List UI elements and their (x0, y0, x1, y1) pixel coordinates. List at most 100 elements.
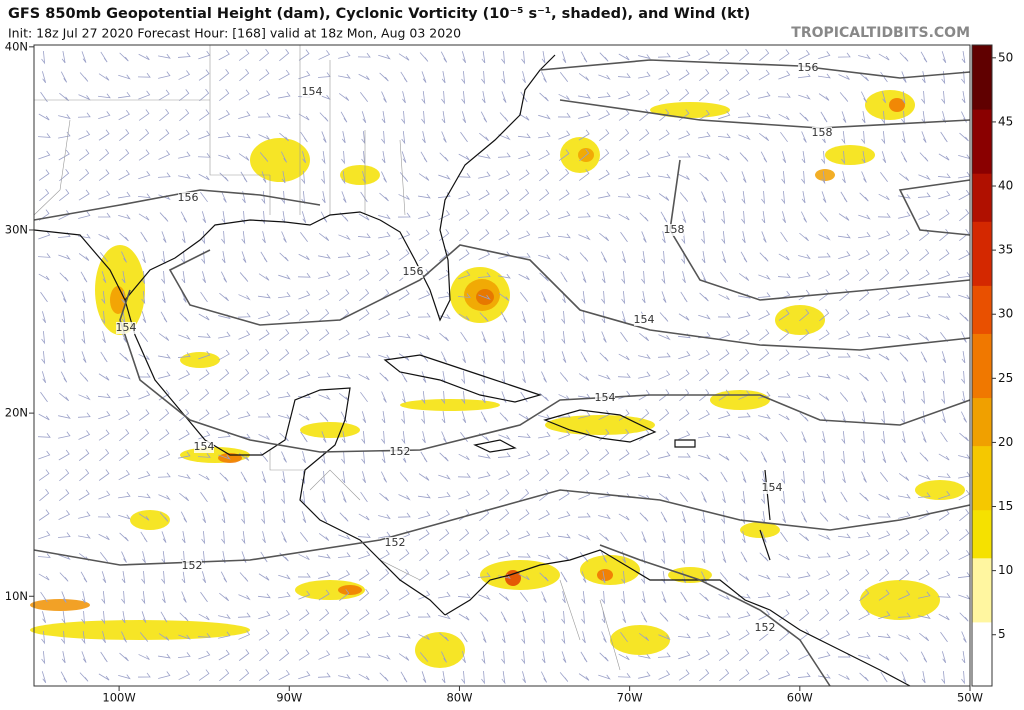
wind-barb (678, 430, 691, 440)
wind-barb (400, 671, 408, 683)
wind-barb (578, 534, 591, 541)
wind-barb (279, 432, 289, 442)
wind-barb (161, 570, 165, 585)
wind-barb (598, 110, 611, 120)
wind-barb (718, 153, 730, 161)
wind-barb (401, 151, 407, 163)
wind-barb (41, 630, 46, 645)
wind-barb (937, 593, 951, 598)
wind-barb (498, 470, 511, 480)
wind-barb (420, 451, 428, 463)
wind-barb (739, 152, 749, 162)
wind-barb (560, 271, 568, 283)
wind-barb (698, 314, 711, 320)
wind-barb (217, 132, 231, 139)
wind-barb (239, 668, 250, 682)
wind-barb (461, 390, 466, 405)
lat-tick-label: 30N (5, 222, 28, 236)
wind-barb (479, 312, 489, 322)
wind-barb (478, 250, 491, 260)
wind-barb (521, 311, 527, 323)
wind-barb (58, 414, 71, 419)
wind-barb (618, 513, 630, 521)
wind-barb (141, 270, 146, 285)
wind-barb (258, 611, 271, 620)
wind-barb (357, 533, 371, 538)
wind-barb (81, 310, 85, 325)
wind-barb (800, 211, 808, 223)
wind-barb (198, 650, 211, 660)
wind-barb (801, 470, 805, 485)
wind-barb (177, 52, 191, 58)
wind-barb (959, 229, 970, 242)
wind-barb (961, 651, 966, 664)
wind-barb (161, 231, 167, 243)
wind-barb (159, 408, 170, 422)
wind-barb (658, 429, 670, 441)
wind-barb (961, 91, 966, 104)
wind-barb (98, 490, 111, 500)
wind-barb (281, 190, 285, 205)
wind-barb (898, 229, 910, 241)
wind-barb (278, 574, 291, 580)
wind-barb (657, 352, 671, 358)
wind-barb (720, 171, 728, 183)
wind-barb (299, 328, 310, 342)
wind-barb (381, 451, 386, 464)
colorbar-tick-label: 15 (998, 499, 1013, 513)
wind-barb (101, 590, 106, 605)
vorticity-area (180, 352, 220, 368)
wind-barb (339, 392, 350, 402)
wind-barb (541, 311, 546, 324)
wind-barb (181, 231, 186, 244)
wind-barb (719, 68, 730, 82)
wind-barb (538, 431, 551, 439)
wind-barb (838, 213, 850, 221)
wind-barb (698, 50, 710, 61)
wind-barb (358, 269, 370, 281)
wind-barb (181, 591, 187, 603)
wind-barb (941, 90, 946, 105)
wind-barb (761, 171, 766, 184)
wind-barb (798, 94, 811, 100)
wind-barb (101, 610, 106, 625)
wind-barb (561, 651, 567, 663)
wind-barb (861, 430, 865, 445)
wind-barb (557, 412, 571, 418)
wind-barb (821, 191, 827, 203)
wind-barb (98, 373, 110, 381)
wind-barb (441, 671, 446, 684)
wind-barb (301, 490, 306, 505)
wind-barb (599, 148, 610, 162)
wind-barb (658, 70, 671, 80)
wind-barb (719, 668, 730, 682)
wind-barb (378, 214, 391, 220)
wind-barb (881, 130, 886, 145)
wind-barb (760, 451, 768, 463)
wind-barb (958, 550, 970, 561)
wind-barb (680, 291, 688, 303)
wind-barb (699, 292, 709, 302)
wind-barb (738, 434, 751, 441)
wind-barb (598, 410, 610, 421)
wind-barb (139, 632, 149, 642)
wind-barb (620, 331, 628, 343)
wind-barb (258, 434, 270, 440)
wind-barb (461, 51, 467, 64)
wind-barb (918, 569, 930, 581)
wind-barb (801, 151, 806, 164)
wind-barb (481, 650, 486, 665)
wind-barb (601, 271, 606, 284)
lat-tick-label: 20N (5, 406, 28, 420)
wind-barb (562, 291, 566, 304)
wind-barb (501, 70, 506, 85)
wind-barb (701, 530, 705, 545)
wind-barb (381, 171, 387, 183)
wind-barb (701, 230, 705, 245)
wind-barb (39, 188, 50, 202)
vorticity-area (815, 169, 835, 181)
wind-barb (400, 371, 408, 383)
wind-barb (438, 174, 451, 180)
wind-barb (79, 72, 89, 82)
wind-barb (758, 274, 771, 280)
